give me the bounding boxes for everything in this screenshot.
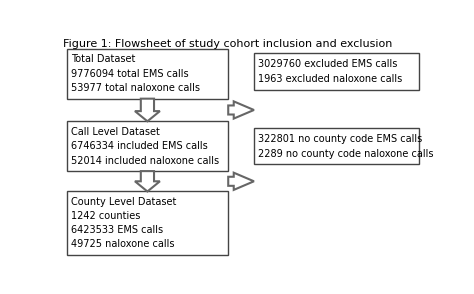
Text: 6746334 included EMS calls: 6746334 included EMS calls (71, 141, 208, 151)
Polygon shape (228, 101, 254, 118)
Text: 52014 included naloxone calls: 52014 included naloxone calls (71, 156, 219, 166)
FancyBboxPatch shape (66, 49, 228, 99)
Text: 322801 no county code EMS calls: 322801 no county code EMS calls (258, 134, 423, 144)
Text: Call Level Dataset: Call Level Dataset (71, 127, 160, 137)
Text: Figure 1: Flowsheet of study cohort inclusion and exclusion: Figure 1: Flowsheet of study cohort incl… (63, 39, 392, 49)
Polygon shape (135, 99, 160, 121)
FancyBboxPatch shape (66, 121, 228, 171)
Polygon shape (228, 173, 254, 190)
Text: Total Dataset: Total Dataset (71, 54, 136, 64)
Text: 3029760 excluded EMS calls: 3029760 excluded EMS calls (258, 59, 398, 69)
Text: 2289 no county code naloxone calls: 2289 no county code naloxone calls (258, 148, 434, 158)
FancyBboxPatch shape (66, 191, 228, 255)
Text: County Level Dataset: County Level Dataset (71, 197, 176, 207)
FancyBboxPatch shape (254, 54, 419, 90)
Text: 1242 counties: 1242 counties (71, 211, 140, 221)
Text: 49725 naloxone calls: 49725 naloxone calls (71, 239, 174, 249)
FancyBboxPatch shape (254, 128, 419, 164)
Text: 9776094 total EMS calls: 9776094 total EMS calls (71, 69, 189, 79)
Text: 1963 excluded naloxone calls: 1963 excluded naloxone calls (258, 74, 402, 84)
Text: 6423533 EMS calls: 6423533 EMS calls (71, 225, 163, 235)
Polygon shape (135, 171, 160, 191)
Text: 53977 total naloxone calls: 53977 total naloxone calls (71, 83, 200, 93)
